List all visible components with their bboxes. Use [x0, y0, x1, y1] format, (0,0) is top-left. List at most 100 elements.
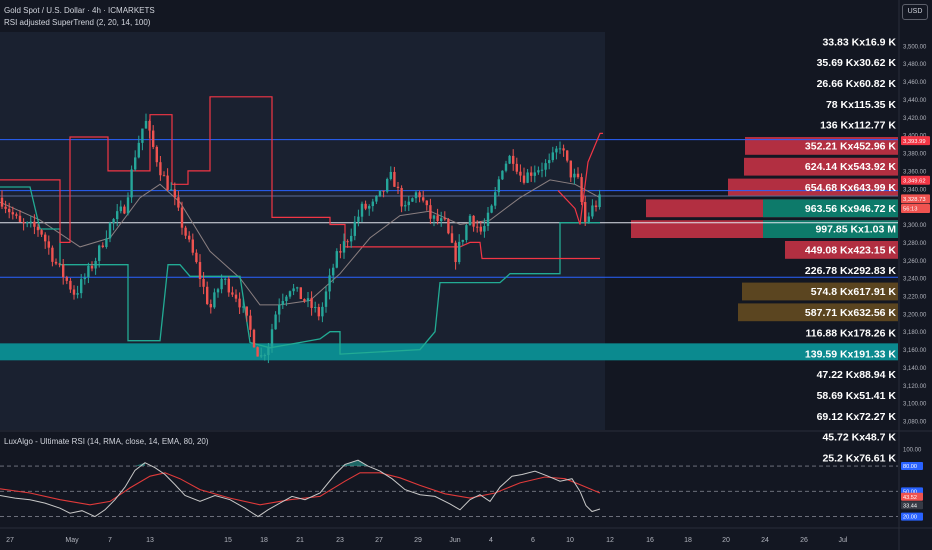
candle-body: [317, 307, 320, 317]
candle-body: [447, 219, 450, 234]
plot-shade: [0, 32, 605, 430]
candle-body: [90, 265, 94, 269]
candle-body: [400, 187, 403, 207]
price-tick-label: 3,480.00: [903, 62, 927, 68]
candle-body: [206, 286, 209, 304]
candle-body: [389, 171, 392, 180]
candle-body: [342, 241, 346, 253]
candle-body: [188, 235, 191, 240]
rsi-line: [0, 459, 601, 518]
time-tick-label: 12: [606, 537, 614, 544]
candle-body: [65, 277, 68, 281]
candle-body: [306, 298, 310, 302]
ema-line: [0, 179, 601, 306]
candle-body: [80, 279, 83, 294]
volume-profile-label: 33.83 Kx16.9 K: [822, 36, 896, 48]
candle-body: [519, 171, 522, 176]
candle-body: [494, 192, 497, 206]
candle-body: [249, 315, 252, 330]
candle-body: [429, 205, 432, 219]
price-tick-label: 3,140.00: [903, 366, 927, 372]
support-zone: [0, 343, 898, 361]
candle-body: [299, 287, 302, 300]
rsi-title: LuxAlgo - Ultimate RSI (14, RMA, close, …: [4, 437, 209, 446]
candle-body: [18, 215, 22, 222]
candle-body: [378, 190, 382, 197]
candle-body: [540, 169, 544, 171]
candle-body: [94, 260, 97, 269]
currency-button[interactable]: USD: [902, 4, 928, 20]
candle-body: [180, 207, 184, 228]
candle-body: [458, 241, 461, 263]
candle-body: [278, 304, 281, 315]
indicator-title: RSI adjusted SuperTrend (2, 20, 14, 100): [4, 18, 151, 27]
volume-profile-label: 45.72 Kx48.7 K: [822, 432, 896, 444]
candle-body: [508, 155, 511, 164]
candle-body: [22, 221, 25, 224]
time-tick-label: 18: [684, 537, 692, 544]
volume-profile-label: 78 Kx115.35 K: [826, 99, 896, 111]
price-tag: [901, 175, 930, 185]
candle-body: [555, 148, 558, 153]
candle-body: [234, 294, 238, 299]
candle-body: [576, 173, 580, 178]
candle-body: [350, 235, 353, 242]
time-tick-label: May: [65, 537, 79, 544]
price-tick-label: 3,440.00: [903, 98, 927, 104]
candle-body: [155, 146, 158, 163]
rsi-value-tag: [901, 501, 923, 510]
candle-body: [11, 212, 14, 215]
candle-body: [116, 211, 119, 220]
volume-profile-label: 139.59 Kx191.33 K: [805, 348, 896, 360]
candle-body: [267, 346, 270, 356]
price-tick-label: 3,340.00: [903, 187, 927, 193]
price-tick-label: 3,180.00: [903, 330, 927, 336]
candle-body: [0, 197, 4, 207]
candle-body: [137, 142, 140, 158]
supertrend-bear-line: [557, 132, 603, 225]
volume-profile-label: 352.21 Kx452.96 K: [805, 140, 896, 152]
candle-body: [314, 307, 317, 309]
candle-body: [324, 291, 328, 307]
candle-body: [418, 192, 421, 198]
candle-body: [566, 150, 569, 161]
candle-body: [461, 239, 464, 242]
price-tick-label: 3,420.00: [903, 116, 927, 122]
candle-body: [425, 200, 428, 206]
time-tick-label: 18: [260, 537, 268, 544]
supertrend-bull-line: [0, 186, 600, 355]
candle-body: [393, 171, 396, 187]
candle-body: [472, 215, 475, 227]
candle-body: [33, 221, 36, 227]
price-tick-label: 3,160.00: [903, 348, 927, 354]
candle-body: [450, 233, 454, 243]
time-tick-label: 26: [800, 537, 808, 544]
rsi-value-text: 33.44: [903, 503, 917, 509]
rsi-value-text: 43.52: [903, 495, 917, 501]
candle-body: [83, 277, 86, 280]
candle-body: [47, 241, 50, 248]
candle-body: [87, 265, 90, 278]
price-tag: [901, 194, 930, 204]
candle-body: [51, 247, 54, 262]
candle-body: [26, 222, 29, 224]
price-tag-text: 3,328.73: [903, 197, 926, 203]
time-tick-label: Jun: [449, 537, 460, 544]
time-tick-label: 6: [531, 537, 535, 544]
candle-body: [141, 128, 144, 143]
price-tick-label: 3,240.00: [903, 277, 927, 283]
price-tag-text: 3,349.62: [903, 178, 926, 184]
candle-body: [368, 206, 371, 209]
volume-profile-bar: [728, 178, 898, 197]
candle-body: [148, 120, 151, 131]
candle-body: [98, 245, 101, 261]
candle-body: [591, 205, 594, 217]
time-tick-label: 23: [336, 537, 344, 544]
candle-body: [263, 355, 266, 357]
time-tick-label: 24: [761, 537, 769, 544]
candle-body: [562, 148, 565, 151]
candle-body: [396, 186, 400, 188]
volume-profile-bar: [785, 241, 898, 259]
candle-body: [69, 280, 72, 290]
candle-body: [375, 196, 378, 202]
